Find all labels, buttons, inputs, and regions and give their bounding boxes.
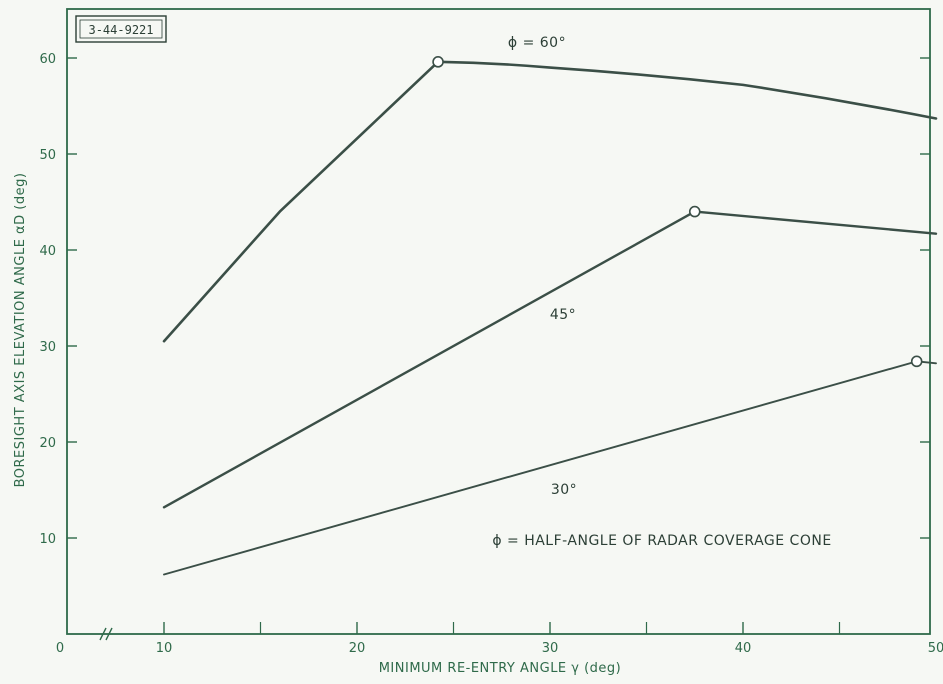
- series-label-30: 30°: [551, 482, 577, 498]
- plot-frame: [66, 8, 931, 635]
- series-label-60: ϕ = 60°: [508, 35, 566, 51]
- y-tick-label: 50: [39, 148, 56, 163]
- y-tick-label: 30: [39, 340, 56, 355]
- series-breakpoint-marker: [910, 355, 923, 368]
- x-tick-label: 10: [156, 641, 173, 656]
- x-tick-label: 40: [735, 641, 752, 656]
- x-tick-label: 20: [349, 641, 366, 656]
- figure-id-box: 3-44-9221: [75, 15, 167, 43]
- marker-layer: [432, 56, 923, 368]
- series-line-0: [162, 60, 938, 343]
- y-axis-title: BORESIGHT AXIS ELEVATION ANGLE αD (deg): [13, 173, 28, 488]
- y-tick-label: 60: [39, 52, 56, 67]
- tick-labels: 0 10 20 30 40 50 10 20 30 40 50 60: [39, 52, 943, 656]
- series-breakpoint-marker: [432, 56, 444, 68]
- y-tick-label: 40: [39, 244, 56, 259]
- figure-id-label: 3-44-9221: [88, 23, 153, 37]
- phi-definition-annotation: ϕ = HALF-ANGLE OF RADAR COVERAGE CONE: [492, 533, 831, 549]
- x-axis-break-mark: [99, 627, 113, 641]
- series-label-45: 45°: [550, 307, 576, 323]
- series-line-1: [162, 210, 938, 509]
- y-tick-label: 10: [39, 532, 56, 547]
- x-tick-label: 50: [928, 641, 943, 656]
- x-tick-label: 0: [56, 641, 64, 656]
- y-tick-label: 20: [39, 436, 56, 451]
- x-tick-label: 30: [542, 641, 559, 656]
- x-axis-title: MINIMUM RE-ENTRY ANGLE γ (deg): [379, 661, 622, 676]
- series-breakpoint-marker: [688, 205, 701, 218]
- tick-marks: [67, 57, 930, 634]
